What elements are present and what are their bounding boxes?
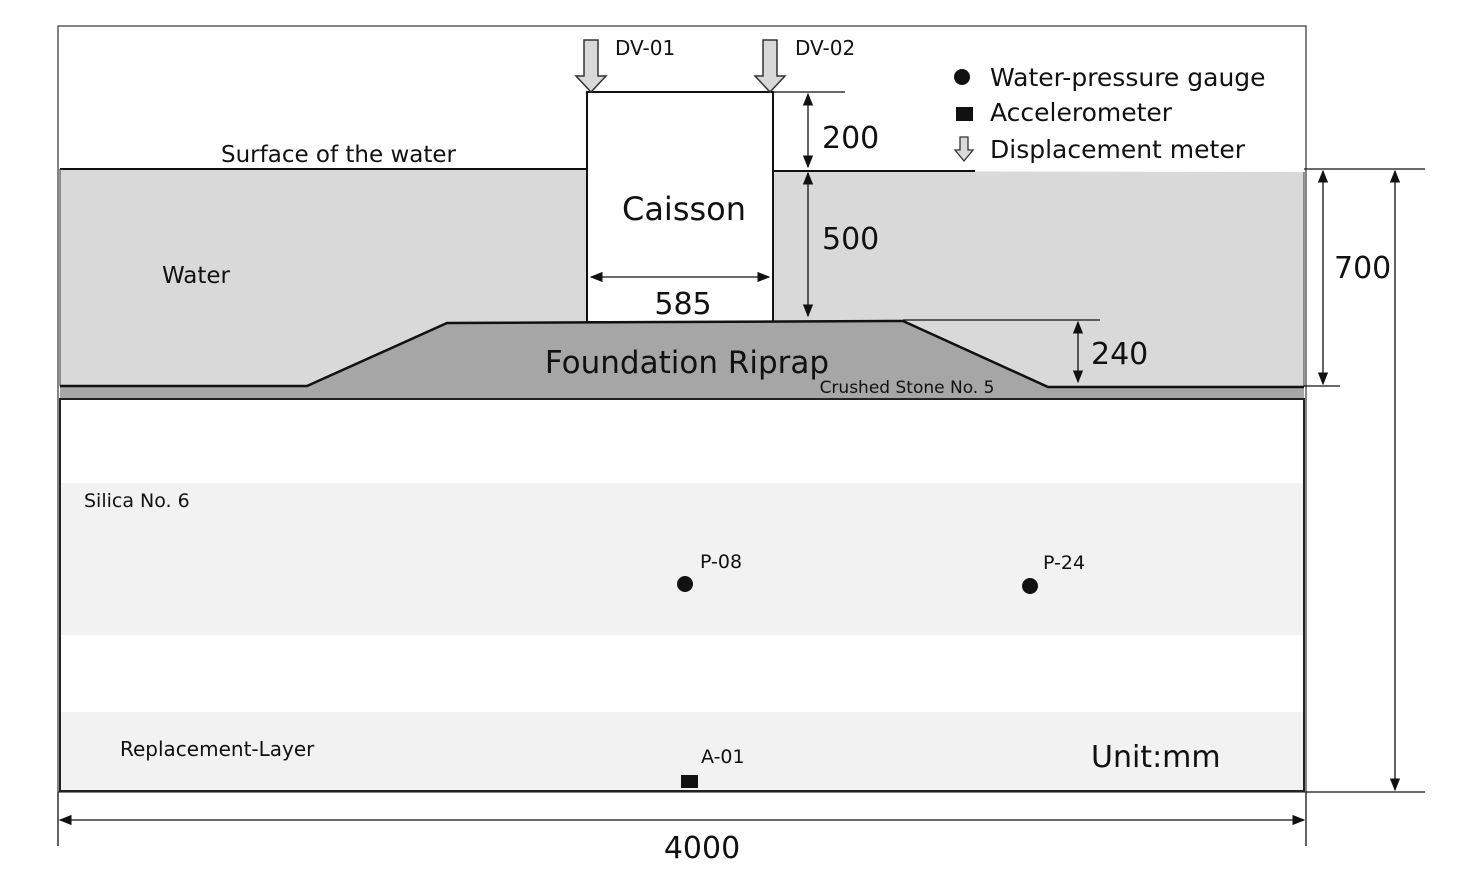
sensor-label-p08: P-08 <box>700 551 742 573</box>
sensor-label-a01: A-01 <box>701 746 745 768</box>
dimension-240: 240 <box>1091 337 1148 372</box>
legend-displacement: Displacement meter <box>990 135 1246 164</box>
dimension-4000: 4000 <box>664 831 740 866</box>
displacement-meter-icon <box>753 39 787 94</box>
unit-label: Unit:mm <box>1091 740 1221 775</box>
dimension-700: 700 <box>1334 251 1391 286</box>
dimension-500: 500 <box>822 222 879 257</box>
surface-label: Surface of the water <box>221 142 457 168</box>
caisson-label: Caisson <box>622 190 746 228</box>
water-pressure-gauge-icon <box>1022 578 1038 594</box>
silica-band <box>60 483 1304 635</box>
accelerometer-icon <box>681 775 698 788</box>
foundation-riprap <box>60 321 1304 399</box>
legend-accelerometer: Accelerometer <box>990 98 1173 127</box>
crushed-stone-label: Crushed Stone No. 5 <box>820 378 995 398</box>
legend-water-pressure: Water-pressure gauge <box>990 63 1266 92</box>
sensor-label-dv02: DV-02 <box>795 36 855 60</box>
displacement-meter-icon <box>574 39 608 94</box>
caisson <box>586 91 774 323</box>
accelerometer-icon <box>956 107 973 121</box>
riprap-outline <box>60 319 1304 389</box>
replacement-label: Replacement-Layer <box>120 737 315 761</box>
water-pressure-gauge-icon <box>677 576 693 592</box>
dimension-lines <box>57 91 1425 846</box>
water-label: Water <box>162 263 231 289</box>
dimension-200: 200 <box>822 121 879 156</box>
silica-label: Silica No. 6 <box>84 490 190 512</box>
riprap-label: Foundation Riprap <box>545 345 829 381</box>
displacement-meter-icon <box>953 136 975 163</box>
sensor-label-dv01: DV-01 <box>615 36 675 60</box>
water-pressure-gauge-icon <box>954 69 970 85</box>
dimension-585: 585 <box>654 287 711 322</box>
sensor-label-p24: P-24 <box>1043 552 1085 574</box>
